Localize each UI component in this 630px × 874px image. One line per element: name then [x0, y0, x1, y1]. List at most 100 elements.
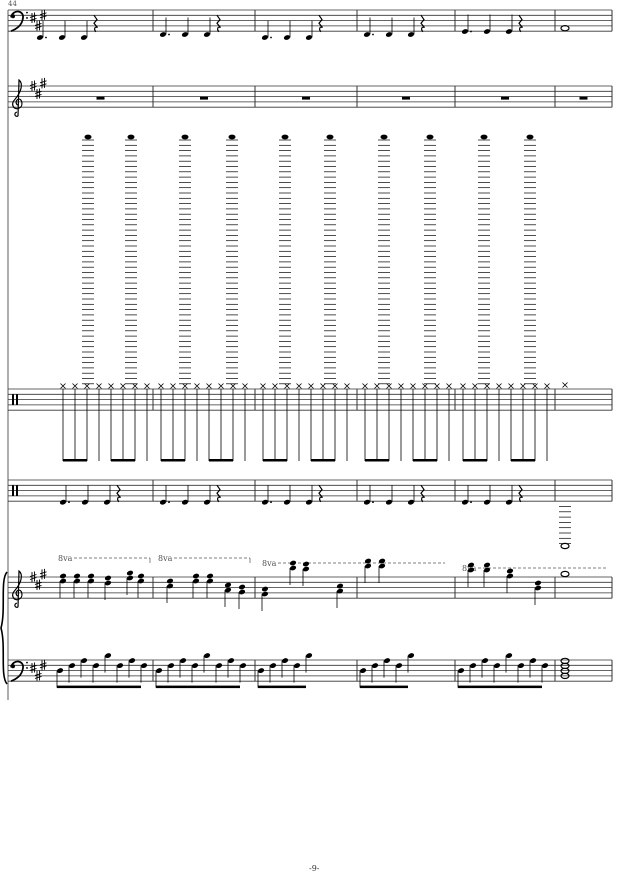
x-notehead-icon [230, 383, 236, 389]
notehead [166, 578, 174, 584]
notehead [302, 566, 310, 572]
notehead [239, 663, 247, 669]
rest-icon [116, 484, 121, 503]
notehead [36, 35, 44, 40]
x-notehead-icon [296, 383, 302, 389]
notehead [281, 658, 289, 664]
x-notehead-icon [96, 383, 102, 389]
notehead [192, 578, 200, 584]
notehead [224, 587, 232, 593]
percussion-clef-icon [12, 394, 14, 405]
rest-icon [318, 14, 323, 33]
rest-icon [93, 14, 98, 33]
x-notehead-icon [562, 382, 568, 388]
notehead [181, 32, 189, 37]
sharp-icon [29, 571, 37, 582]
bass-clef-dot [11, 14, 15, 19]
notehead [261, 586, 269, 592]
notehead [80, 658, 88, 664]
dot [68, 501, 70, 504]
notehead [505, 29, 513, 34]
notehead [166, 583, 174, 589]
x-notehead-icon [508, 383, 514, 389]
x-notehead-icon [272, 383, 278, 389]
notehead [59, 499, 67, 505]
x-notehead-icon [434, 383, 440, 389]
rest-icon [518, 14, 523, 33]
x-notehead-icon [132, 383, 138, 389]
notehead [203, 32, 211, 37]
sharp-icon [29, 662, 37, 673]
notehead [336, 583, 344, 589]
notehead [181, 134, 189, 140]
notehead [383, 658, 391, 664]
notehead [378, 563, 386, 569]
notehead [228, 134, 236, 140]
notehead [534, 585, 542, 591]
notehead [483, 562, 491, 568]
beam [57, 685, 141, 689]
notehead [371, 663, 379, 669]
x-notehead-icon [320, 383, 326, 389]
whole-rest-icon [200, 96, 208, 100]
x-notehead-icon [206, 383, 212, 389]
x-notehead-icon [532, 383, 538, 389]
notehead [261, 591, 269, 597]
percussion-clef-icon [16, 485, 18, 496]
notehead [480, 134, 488, 140]
x-notehead-icon [398, 383, 404, 389]
notehead [426, 134, 434, 140]
dot [168, 501, 170, 504]
sharp-icon [39, 568, 47, 580]
notehead [407, 499, 415, 505]
notehead [87, 578, 95, 584]
bass-clef-icon [10, 10, 24, 33]
notehead [305, 35, 313, 40]
x-notehead-icon [472, 383, 478, 389]
beam [413, 459, 437, 462]
notehead [483, 499, 491, 505]
notehead [137, 573, 145, 579]
x-notehead-icon [120, 383, 126, 389]
dot [168, 33, 170, 36]
dot [270, 36, 272, 39]
x-notehead-icon [362, 383, 368, 389]
x-notehead-icon [170, 383, 176, 389]
notehead [159, 32, 167, 37]
beam [463, 459, 487, 462]
beam [365, 459, 389, 462]
notehead [461, 29, 469, 34]
whole-rest-icon [402, 96, 410, 100]
notehead [407, 653, 415, 659]
notehead [326, 134, 334, 140]
sharp-icon [29, 80, 37, 91]
x-notehead-icon [182, 383, 188, 389]
notehead [467, 562, 475, 568]
bass-clef-dot [26, 17, 28, 19]
rest-icon [420, 484, 425, 503]
x-notehead-icon [260, 383, 266, 389]
bass-clef-dot [26, 11, 28, 14]
notehead [92, 663, 100, 669]
notehead [283, 499, 291, 505]
notehead [155, 668, 163, 674]
brace-icon [0, 571, 8, 685]
bass-clef-dot [26, 667, 28, 669]
beam [311, 459, 335, 462]
notehead [483, 29, 491, 34]
notehead [457, 668, 465, 674]
notehead [73, 578, 81, 584]
notehead [534, 580, 542, 586]
notehead [59, 573, 67, 579]
notehead [467, 567, 475, 573]
dot [372, 501, 374, 504]
x-notehead-icon [460, 383, 466, 389]
notehead [483, 567, 491, 573]
notehead [137, 578, 145, 584]
notehead [227, 658, 235, 664]
notehead [493, 663, 501, 669]
notehead [526, 134, 534, 140]
rest-icon [318, 484, 323, 503]
sharp-icon [39, 659, 47, 671]
notehead [281, 134, 289, 140]
